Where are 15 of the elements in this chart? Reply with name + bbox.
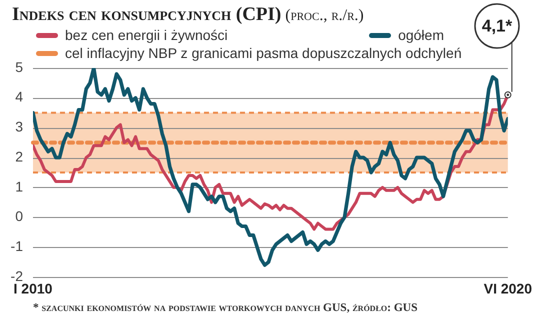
y-tick-label: 1 bbox=[15, 178, 24, 194]
chart-subtitle: (proc., r./r.) bbox=[285, 7, 364, 24]
y-tick-label: 5 bbox=[15, 58, 24, 75]
text: * szacunki ekonomistów na podstawie wtorkowych danych GUS, źródło: GUS bbox=[33, 302, 418, 314]
annotation: 4,1* bbox=[482, 16, 513, 36]
y-tick-label: 3 bbox=[15, 118, 24, 135]
x-tick-label: VI 2020 bbox=[484, 280, 532, 296]
y-tick-label: 2 bbox=[15, 148, 24, 164]
legend-label: bez cen energii i żywności bbox=[65, 27, 228, 43]
y-tick-label: 4 bbox=[15, 88, 24, 105]
chart-title: Indeks cen konsumpcyjnych (CPI) bbox=[12, 4, 282, 25]
y-tick-label: -1 bbox=[10, 238, 24, 254]
y-tick-label: 0 bbox=[15, 208, 24, 224]
legend-label: cel inflacyjny NBP z granicami pasma dopuszczalnych odchyleń bbox=[65, 45, 462, 61]
legend-label: ogółem bbox=[398, 27, 444, 43]
